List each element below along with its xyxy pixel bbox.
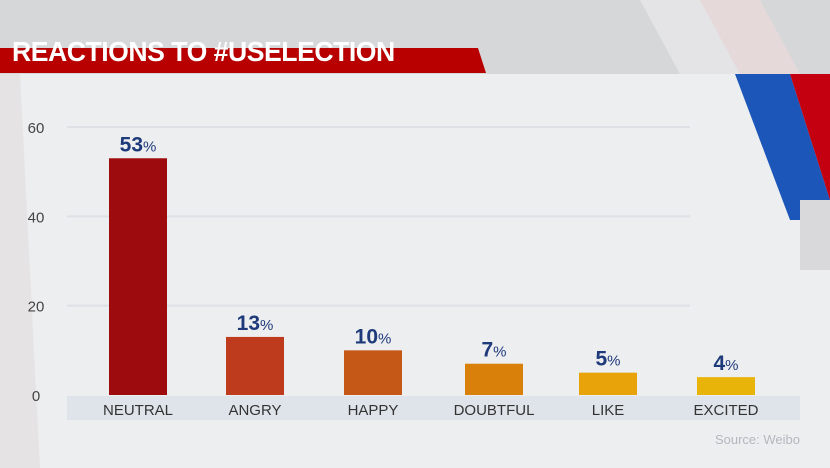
red-stripe [790, 74, 830, 200]
bar-excited [697, 377, 755, 395]
blue-stripe [735, 74, 830, 220]
y-tick-label: 40 [28, 209, 45, 226]
y-tick-label: 60 [28, 120, 45, 137]
x-tick-label: DOUBTFUL [454, 402, 535, 419]
y-tick-label: 0 [32, 388, 40, 405]
bar-doubtful [465, 363, 523, 395]
x-tick-label: EXCITED [693, 402, 758, 419]
x-tick-label: LIKE [592, 402, 625, 419]
x-tick-label: ANGRY [228, 402, 281, 419]
data-label: 5% [595, 348, 620, 371]
data-label: 10% [355, 325, 392, 348]
bar-neutral [109, 158, 167, 395]
data-label: 13% [237, 312, 274, 335]
chart-title: REACTIONS TO #USELECTION [12, 36, 395, 67]
source-note: Source: Weibo [714, 432, 800, 447]
bar-angry [226, 336, 284, 395]
title-banner [0, 48, 486, 73]
bar-happy [344, 350, 402, 395]
bar-like [579, 372, 637, 395]
category-axis-band [67, 396, 800, 420]
data-label: 4% [713, 352, 738, 375]
x-tick-label: HAPPY [348, 402, 399, 419]
data-label: 7% [481, 339, 506, 362]
data-label: 53% [120, 133, 157, 156]
y-tick-label: 20 [28, 299, 45, 316]
x-tick-label: NEUTRAL [103, 402, 173, 419]
